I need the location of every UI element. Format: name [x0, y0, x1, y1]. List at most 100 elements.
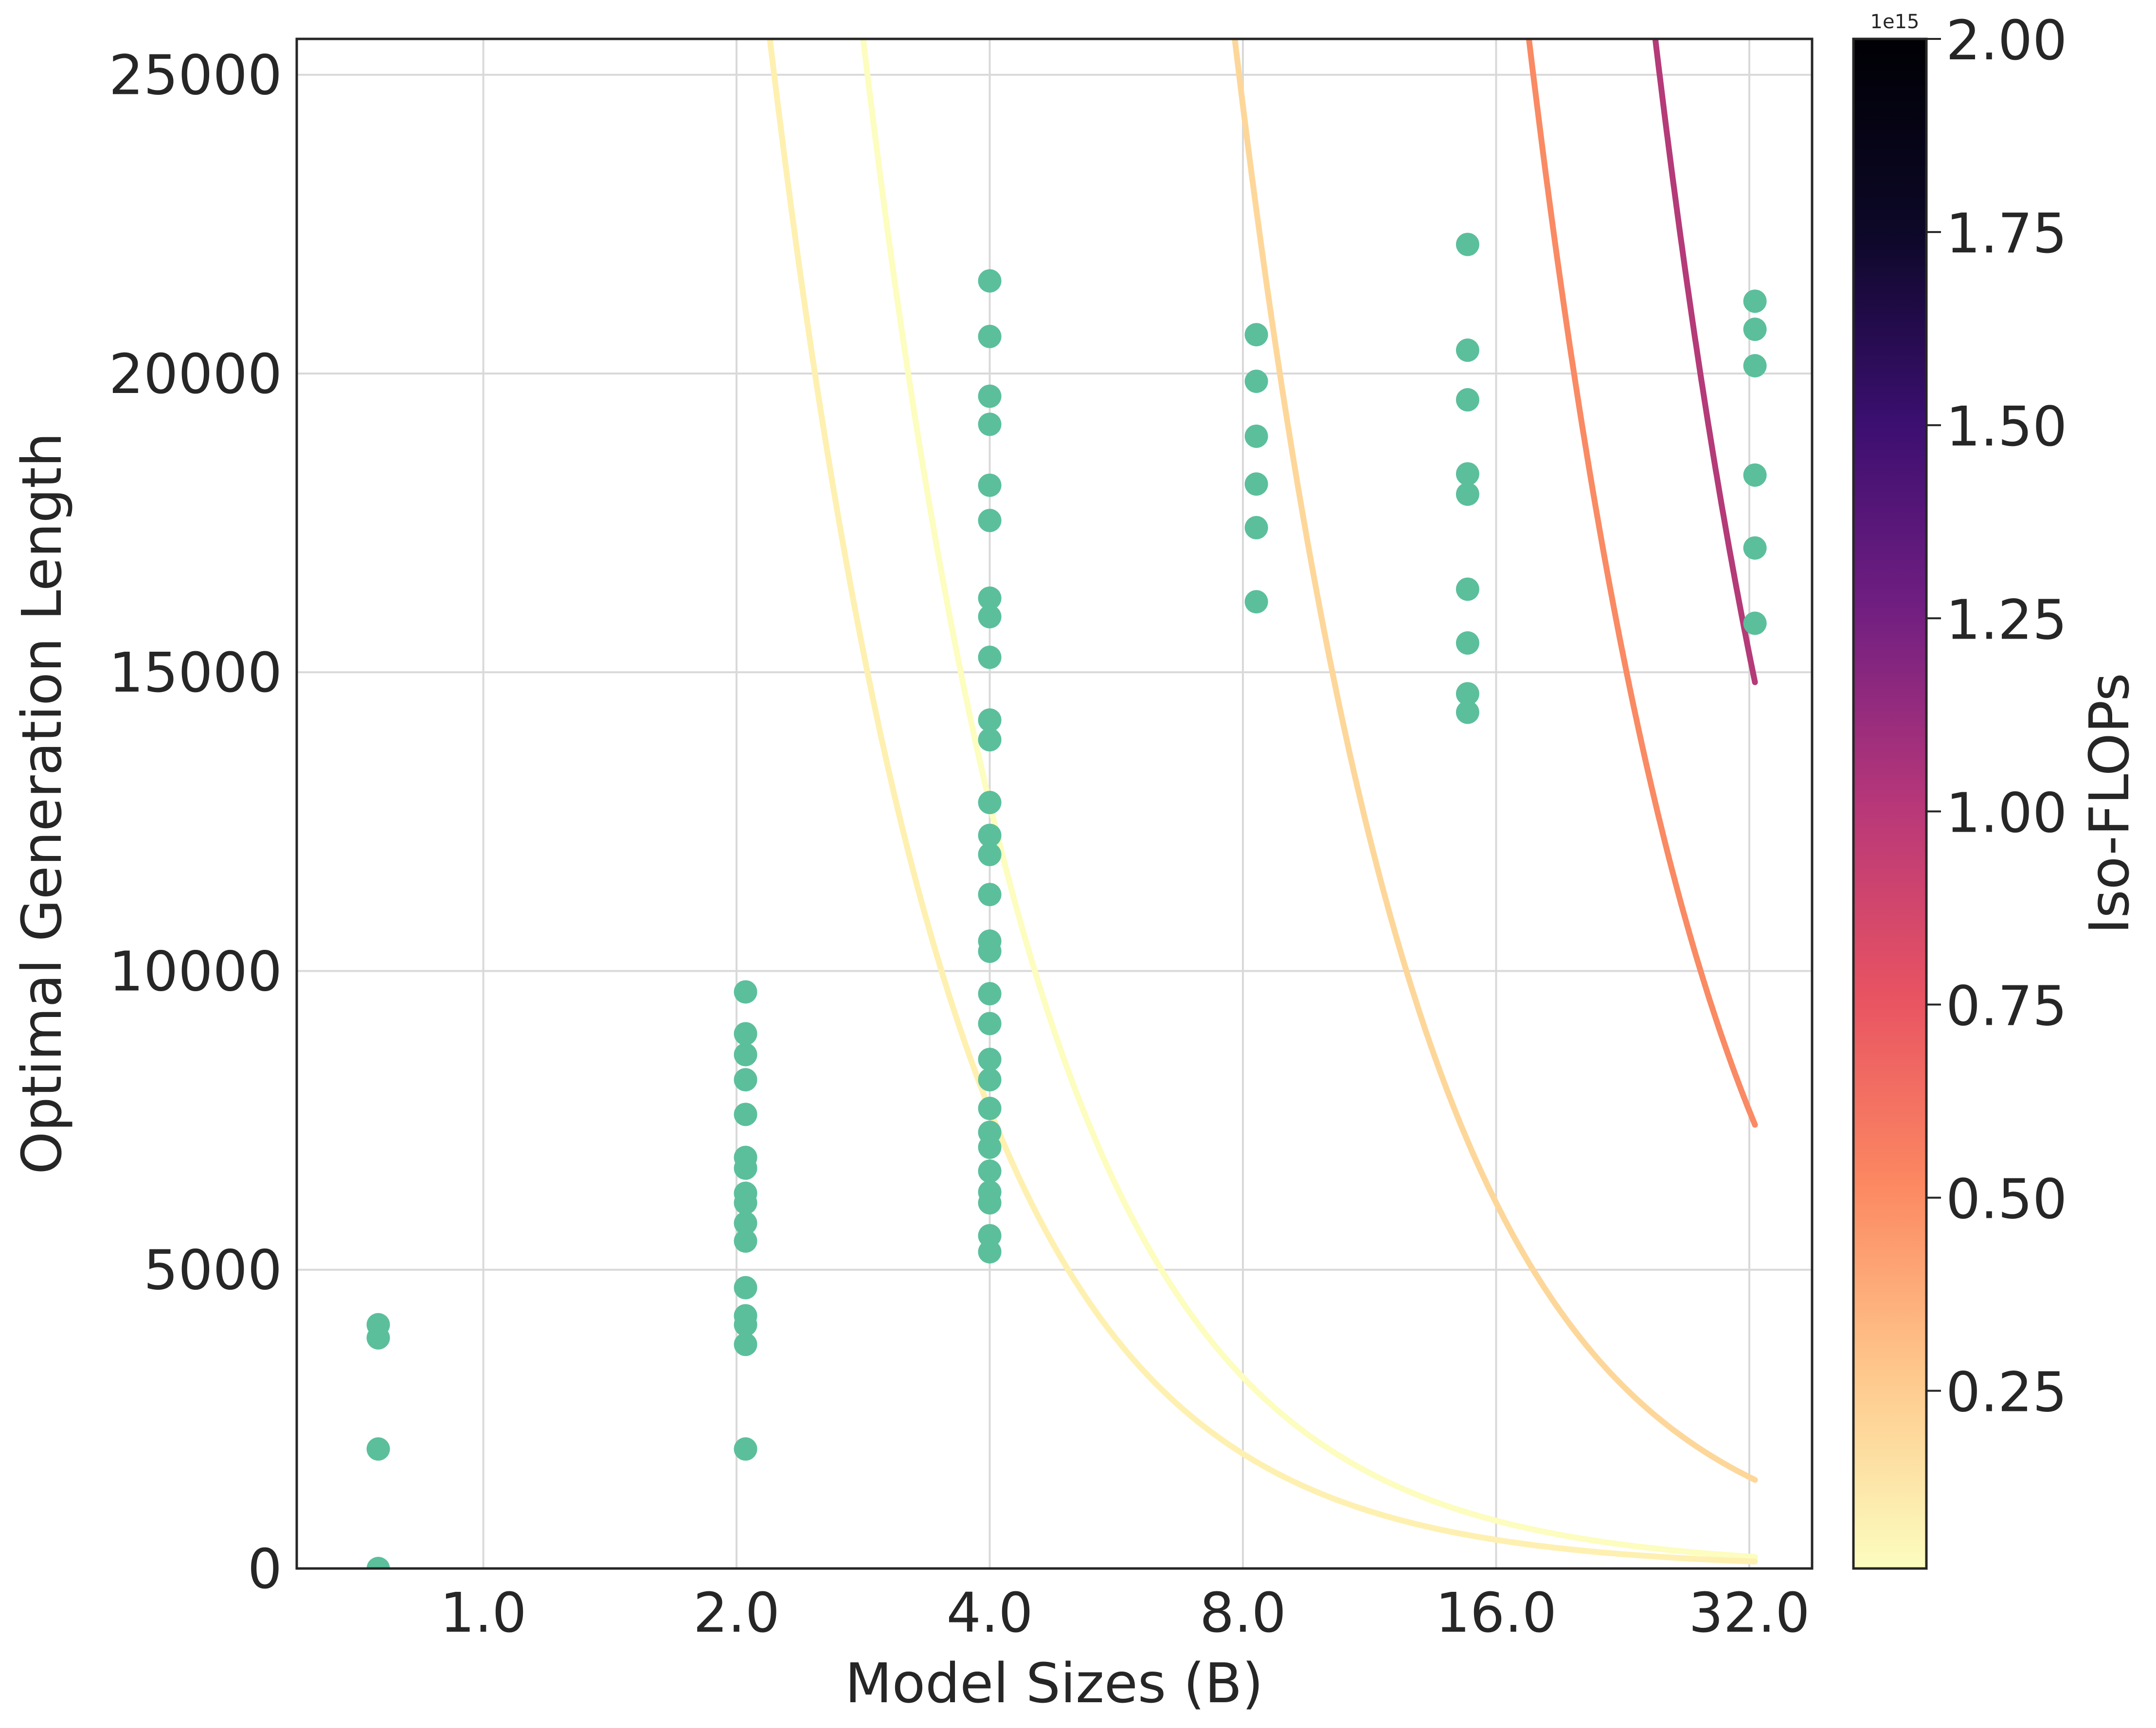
scatter-point — [978, 982, 1002, 1006]
colorbar-title: Iso-FLOPs — [2078, 673, 2141, 934]
scatter-point — [1244, 369, 1268, 393]
scatter-point — [978, 384, 1002, 408]
scatter-point — [978, 645, 1002, 669]
iso-flop-curve — [860, 39, 1758, 1560]
scatter-points — [366, 232, 1767, 1568]
scatter-point — [978, 509, 1002, 533]
scatter-point — [366, 1326, 390, 1350]
scatter-point — [978, 1048, 1002, 1071]
colorbar-tick-label: 2.00 — [1946, 9, 2067, 72]
scatter-point — [734, 1333, 757, 1356]
plot-frame — [295, 37, 1814, 1570]
x-tick-label: 16.0 — [1436, 1582, 1557, 1645]
x-tick-label: 1.0 — [440, 1582, 527, 1645]
iso-flop-curve — [767, 39, 1758, 1565]
iso-flop-curves — [767, 39, 1758, 1565]
iso-flop-curve — [1652, 39, 1758, 685]
colorbar-ticks: 0.25 0.50 0.75 1.00 1.25 1.50 1.75 2.00 — [1926, 9, 2067, 1425]
scatter-point — [978, 1068, 1002, 1092]
scatter-point — [978, 939, 1002, 963]
scatter-point — [978, 605, 1002, 628]
scatter-point — [978, 412, 1002, 436]
scatter-point — [734, 1103, 757, 1126]
y-tick-label: 25000 — [109, 44, 282, 107]
scatter-point — [1743, 354, 1767, 377]
scatter-point — [1455, 577, 1479, 601]
scatter-point — [1244, 472, 1268, 496]
colorbar-gradient — [1852, 37, 1928, 1570]
y-tick-label: 15000 — [109, 641, 282, 705]
colorbar-tick-label: 0.50 — [1946, 1168, 2067, 1231]
scatter-point — [1743, 536, 1767, 560]
x-axis-ticks: 1.0 2.0 4.0 8.0 16.0 32.0 — [440, 1582, 1810, 1645]
y-tick-label: 20000 — [109, 343, 282, 406]
colorbar-tick-label: 1.00 — [1946, 782, 2067, 845]
scatter-point — [734, 1022, 757, 1046]
scatter-point — [978, 883, 1002, 907]
scatter-point — [978, 791, 1002, 815]
scatter-point — [1244, 424, 1268, 448]
scatter-point — [734, 1156, 757, 1180]
scatter-point — [1743, 289, 1767, 313]
x-tick-label: 32.0 — [1689, 1582, 1810, 1645]
scatter-point — [978, 1097, 1002, 1121]
scatter-point — [978, 324, 1002, 348]
scatter-point — [734, 980, 757, 1004]
scatter-point — [1455, 462, 1479, 486]
scatter-point — [1244, 590, 1268, 614]
scatter-point — [978, 728, 1002, 752]
scatter-point — [1743, 611, 1767, 635]
scatter-point — [978, 1012, 1002, 1035]
y-tick-label: 0 — [248, 1538, 282, 1601]
scatter-point — [978, 1135, 1002, 1159]
scatter-point — [366, 1437, 390, 1461]
colorbar-tick-label: 1.50 — [1946, 395, 2067, 459]
scatter-point — [978, 1224, 1002, 1247]
y-axis-ticks: 0 5000 10000 15000 20000 25000 — [109, 44, 282, 1601]
scatter-point — [1455, 682, 1479, 706]
scatter-point — [1743, 463, 1767, 487]
scatter-point — [978, 269, 1002, 293]
scatter-point — [734, 1229, 757, 1253]
scatter-point — [978, 842, 1002, 866]
colorbar: 1e15 0.25 0.50 0.75 1.00 1.25 1.50 1.75 2.00 Is… — [1852, 9, 2141, 1570]
scatter-point — [978, 1159, 1002, 1183]
scatter-point — [1244, 516, 1268, 539]
scatter-point — [978, 823, 1002, 847]
scatter-point — [1244, 323, 1268, 347]
scatter-point — [734, 1211, 757, 1235]
scatter-point — [1455, 700, 1479, 724]
scatter-point — [734, 1043, 757, 1067]
y-tick-label: 10000 — [109, 940, 282, 1003]
scatter-point — [734, 1313, 757, 1336]
colorbar-tick-label: 0.75 — [1946, 975, 2067, 1038]
scatter-point — [1455, 232, 1479, 256]
scatter-point — [978, 586, 1002, 610]
colorbar-tick-label: 1.75 — [1946, 202, 2067, 266]
x-tick-label: 2.0 — [693, 1582, 780, 1645]
colorbar-tick-label: 1.25 — [1946, 588, 2067, 652]
scatter-point — [978, 1240, 1002, 1264]
colorbar-multiplier: 1e15 — [1870, 11, 1920, 33]
scatter-point — [1455, 482, 1479, 506]
iso-flop-curve — [1232, 39, 1758, 1483]
scatter-point — [1455, 388, 1479, 412]
scatter-point — [734, 1068, 757, 1092]
scatter-point — [734, 1276, 757, 1300]
y-axis-title: Optimal Generation Length — [11, 432, 74, 1174]
scatter-point — [1455, 338, 1479, 362]
scatter-point — [734, 1191, 757, 1215]
x-tick-label: 8.0 — [1200, 1582, 1286, 1645]
colorbar-tick-label: 0.25 — [1946, 1361, 2067, 1425]
scatter-point — [1743, 318, 1767, 341]
iso-flop-curve — [1526, 39, 1758, 1128]
scatter-point — [366, 1557, 390, 1568]
scatter-point — [1455, 631, 1479, 655]
scatter-point — [978, 1191, 1002, 1215]
scatter-point — [978, 708, 1002, 732]
x-tick-label: 4.0 — [946, 1582, 1033, 1645]
scatter-point — [978, 473, 1002, 497]
scatter-point — [734, 1437, 757, 1461]
x-axis-title: Model Sizes (B) — [845, 1652, 1263, 1715]
